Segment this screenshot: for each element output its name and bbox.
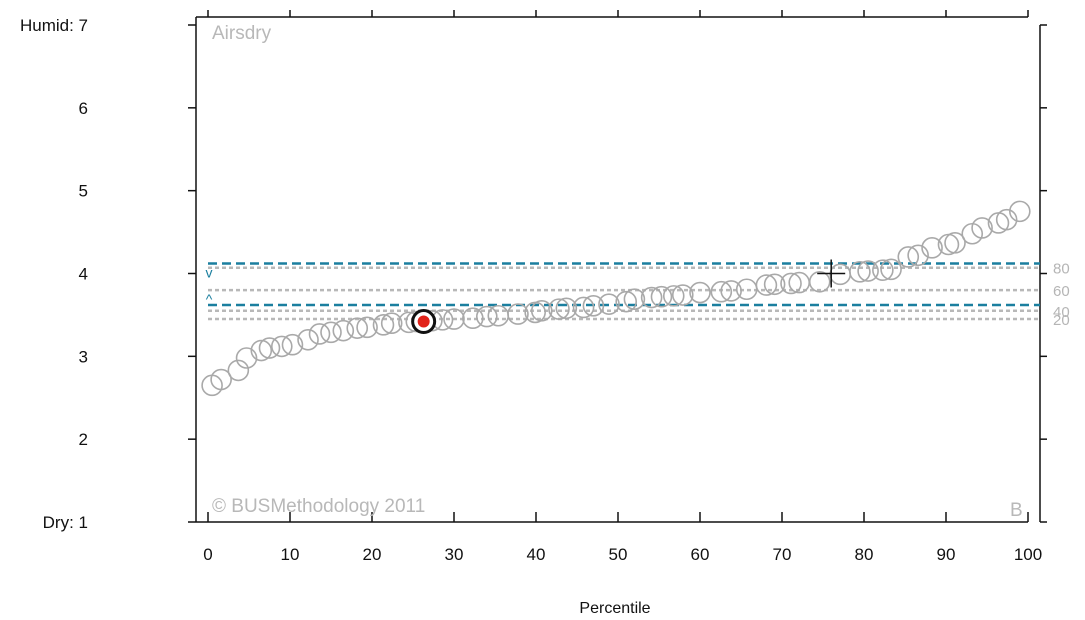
y-tick-label: 3 — [79, 347, 88, 366]
data-point — [849, 261, 871, 283]
x-tick-label: 10 — [281, 545, 300, 564]
data-point — [921, 237, 943, 259]
data-point — [808, 270, 831, 293]
y-tick-label: 5 — [79, 182, 88, 201]
data-point — [857, 260, 879, 282]
y-tick-label: 2 — [79, 430, 88, 449]
data-point — [907, 244, 929, 267]
data-point — [650, 285, 673, 308]
data-point — [227, 359, 250, 382]
data-point — [475, 305, 498, 328]
data-point — [530, 299, 553, 322]
percentile-label-40: 40 — [1053, 304, 1070, 321]
data-point — [598, 293, 620, 315]
data-point — [308, 323, 331, 345]
data-point — [971, 217, 993, 239]
data-point — [235, 347, 258, 369]
x-tick-labels: 0 10 20 30 40 50 60 70 80 90 100 — [203, 545, 1042, 564]
percentile-label-20: 20 — [1053, 312, 1070, 329]
data-point — [332, 319, 355, 342]
data-point — [210, 368, 232, 391]
x-tick-label: 50 — [609, 545, 628, 564]
data-point — [258, 337, 281, 359]
data-point — [555, 297, 578, 320]
percentile-label-60: 60 — [1053, 283, 1070, 300]
data-point — [270, 335, 293, 358]
x-tick-label: 90 — [937, 545, 956, 564]
x-tick-label: 100 — [1014, 545, 1042, 564]
data-point — [372, 314, 395, 336]
data-point — [572, 296, 595, 319]
x-tick-label: 20 — [363, 545, 382, 564]
copyright-text: © BUSMethodology 2011 — [212, 496, 425, 517]
data-point — [689, 281, 711, 304]
x-tick-label: 80 — [855, 545, 874, 564]
band-lines: v^ — [206, 262, 1040, 307]
data-point — [880, 258, 902, 281]
data-point — [250, 339, 273, 362]
highlight-dot — [417, 315, 430, 328]
data-point — [462, 307, 484, 330]
data-point — [487, 304, 510, 327]
data-point — [582, 295, 605, 317]
x-tick-label: 60 — [691, 545, 710, 564]
data-point — [623, 288, 646, 310]
data-point — [615, 290, 638, 313]
data-points — [201, 200, 1031, 397]
data-point — [780, 272, 802, 295]
data-point — [356, 316, 378, 339]
data-point — [443, 308, 465, 330]
data-point — [548, 298, 570, 320]
data-point — [507, 303, 529, 325]
data-point — [897, 246, 920, 268]
x-tick-label: 0 — [203, 545, 212, 564]
data-point — [735, 278, 758, 301]
axis-ticks — [188, 10, 1047, 523]
chart-title: Airsdry — [212, 23, 272, 44]
data-point — [346, 317, 369, 339]
panel-letter: B — [1010, 500, 1023, 521]
percentile-label-80: 80 — [1053, 261, 1070, 278]
band-lower-marker: ^ — [206, 291, 213, 307]
y-tick-label: 6 — [79, 99, 88, 118]
y-tick-label: Humid: 7 — [20, 16, 88, 35]
x-axis-label: Percentile — [579, 600, 650, 617]
y-tick-labels: Humid: 7 6 5 4 3 2 Dry: 1 — [20, 16, 88, 532]
y-tick-label: 4 — [79, 265, 88, 284]
highlight-marker — [411, 309, 437, 335]
data-point — [662, 285, 685, 307]
data-point — [380, 312, 403, 335]
band-upper-marker: v — [206, 265, 213, 281]
data-point — [710, 280, 733, 303]
data-point — [297, 328, 319, 351]
data-point — [872, 259, 894, 281]
data-point — [944, 232, 966, 254]
data-point — [1008, 200, 1031, 223]
data-point — [320, 321, 342, 344]
data-point — [763, 273, 786, 296]
x-tick-label: 70 — [773, 545, 792, 564]
data-point — [671, 284, 694, 306]
x-tick-label: 30 — [445, 545, 464, 564]
data-point — [640, 286, 663, 309]
data-point — [720, 280, 742, 302]
crosshair-marker — [817, 259, 846, 288]
data-point — [281, 333, 304, 356]
x-tick-label: 40 — [527, 545, 546, 564]
data-point — [995, 208, 1018, 231]
y-tick-label: Dry: 1 — [43, 513, 88, 532]
data-point — [755, 274, 778, 296]
